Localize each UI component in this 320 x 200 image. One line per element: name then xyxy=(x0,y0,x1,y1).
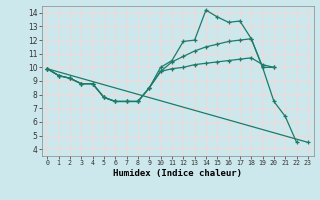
X-axis label: Humidex (Indice chaleur): Humidex (Indice chaleur) xyxy=(113,169,242,178)
